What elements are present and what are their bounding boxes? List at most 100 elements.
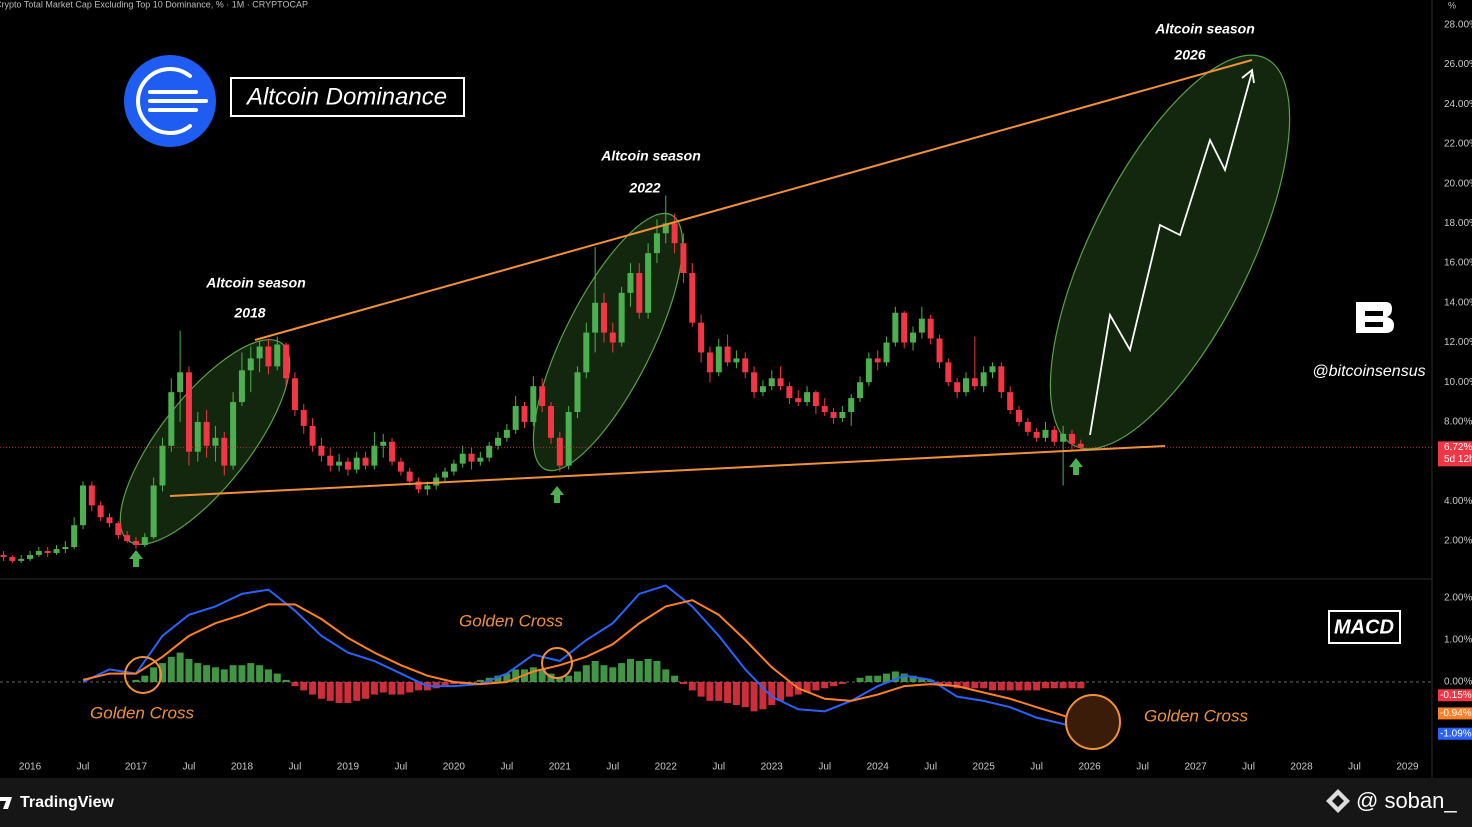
candle-body <box>971 378 978 387</box>
candle-body <box>318 445 325 456</box>
histogram-bar <box>176 652 184 682</box>
candle-body <box>424 485 431 490</box>
trendline <box>254 59 1253 341</box>
candle-body <box>1007 392 1014 411</box>
footer-bar <box>0 778 1472 827</box>
candle-body <box>786 386 793 399</box>
histogram-bar <box>282 679 290 682</box>
candle-body <box>1051 429 1058 442</box>
histogram-bar <box>335 681 343 703</box>
x-tick-label: 2016 <box>19 762 42 773</box>
x-tick-label: Jul <box>924 762 937 773</box>
y-tick-label: 0.00% <box>1444 677 1472 688</box>
x-tick-label: 2023 <box>761 762 784 773</box>
candle-body <box>927 318 934 339</box>
candle-body <box>265 346 272 367</box>
x-tick-label: 2029 <box>1396 762 1419 773</box>
candle-body <box>212 437 219 446</box>
histogram-bar <box>1059 681 1067 689</box>
last-price-label: 6.72% <box>1444 442 1472 453</box>
candle-body <box>698 322 705 353</box>
arrow-head <box>1241 68 1255 84</box>
histogram-bar <box>317 681 325 699</box>
histogram-bar <box>379 681 387 693</box>
histogram-bar <box>936 681 944 685</box>
candle-body <box>353 457 360 470</box>
trendline <box>169 445 1166 497</box>
annotation: Altcoin season <box>205 275 306 291</box>
histogram-bar <box>150 667 158 682</box>
histogram-bar <box>167 656 175 682</box>
histogram-bar <box>512 669 520 682</box>
candle-body <box>9 556 16 561</box>
candle-body <box>150 485 157 538</box>
candle-body <box>115 523 122 536</box>
candle-body <box>609 332 616 343</box>
histogram-bar <box>953 681 961 689</box>
platform: TradingView <box>20 794 115 811</box>
candle-body <box>1060 433 1067 442</box>
histogram-bar <box>644 658 652 682</box>
watermark-logo <box>1356 302 1394 333</box>
candle-body <box>459 453 466 464</box>
y-tick-label: 12.00% <box>1444 337 1472 348</box>
candle-body <box>892 312 899 343</box>
histogram-bar <box>635 660 643 682</box>
histogram-bar <box>256 665 264 682</box>
candle-body <box>706 352 713 373</box>
histogram-bar <box>203 665 211 682</box>
histogram-bar <box>768 681 776 706</box>
histogram-bar <box>741 681 749 708</box>
histogram-bar <box>494 675 502 682</box>
candle-body <box>389 441 396 462</box>
x-tick-label: Jul <box>183 762 196 773</box>
x-tick-label: 2017 <box>125 762 148 773</box>
candle-body <box>583 332 590 373</box>
annotation-year: 2026 <box>1173 47 1205 63</box>
histogram-bar <box>300 681 308 691</box>
x-tick-label: 2024 <box>867 762 890 773</box>
macd-line <box>82 599 1082 723</box>
platform-logo <box>0 797 12 809</box>
y-tick-label: 2.00% <box>1444 593 1472 604</box>
last-value-box <box>1438 689 1472 702</box>
last-value-label: -1.09% <box>1440 728 1472 739</box>
last-value-box <box>1438 707 1472 720</box>
candle-body <box>592 302 599 333</box>
histogram-bar <box>229 665 237 682</box>
cross-marker <box>1065 694 1121 750</box>
histogram-bar <box>1068 681 1076 689</box>
annotation-year: 2018 <box>233 305 265 321</box>
candle-body <box>1015 410 1022 422</box>
candle-body <box>998 366 1005 393</box>
histogram-bar <box>900 673 908 682</box>
candle-body <box>177 372 184 393</box>
candle-body <box>600 302 607 333</box>
candle-body <box>565 412 572 466</box>
histogram-bar <box>883 673 891 682</box>
candle-body <box>936 338 943 363</box>
histogram-bar <box>309 681 317 695</box>
candle-body <box>715 346 722 373</box>
x-tick-label: 2026 <box>1079 762 1102 773</box>
x-tick-label: 2021 <box>549 762 572 773</box>
histogram-bar <box>141 675 149 682</box>
golden-cross-label: Golden Cross <box>459 611 563 630</box>
candle-body <box>486 445 493 458</box>
y-tick-label: 4.00% <box>1444 496 1472 507</box>
histogram-bar <box>618 663 626 682</box>
candle-body <box>910 332 917 343</box>
candle-body <box>415 481 422 490</box>
cross-marker <box>124 656 162 694</box>
candle-body <box>742 358 749 373</box>
candle-body <box>662 223 669 234</box>
histogram-bar <box>679 681 687 685</box>
histogram-bar <box>980 681 988 689</box>
x-tick-label: Jul <box>1030 762 1043 773</box>
histogram-bar <box>1077 681 1085 689</box>
candle-body <box>759 386 766 393</box>
histogram-bar <box>291 681 299 687</box>
y-tick-label: 14.00% <box>1444 297 1472 308</box>
candle-body <box>777 378 784 387</box>
